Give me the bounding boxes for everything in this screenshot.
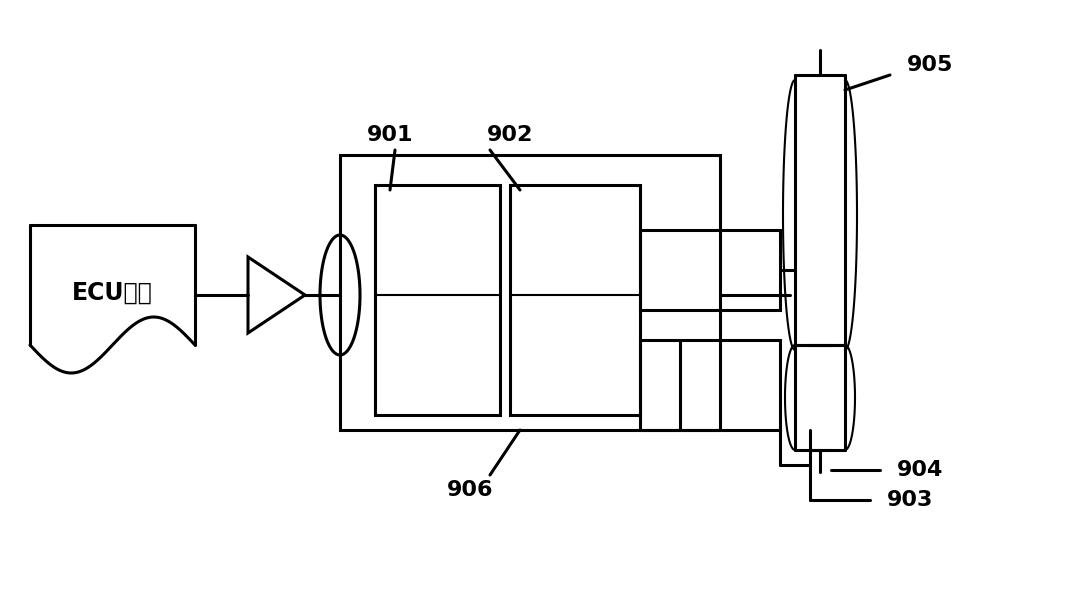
Text: 901: 901 xyxy=(367,125,413,145)
Bar xyxy=(510,185,640,415)
Text: 905: 905 xyxy=(907,55,953,75)
Text: 904: 904 xyxy=(897,460,943,480)
Text: 902: 902 xyxy=(487,125,534,145)
Text: 906: 906 xyxy=(446,480,493,500)
Bar xyxy=(640,230,780,310)
Bar xyxy=(640,340,780,430)
Text: 903: 903 xyxy=(886,490,933,510)
Text: ECU指令: ECU指令 xyxy=(72,281,152,305)
Bar xyxy=(375,185,500,415)
Bar xyxy=(340,155,720,430)
